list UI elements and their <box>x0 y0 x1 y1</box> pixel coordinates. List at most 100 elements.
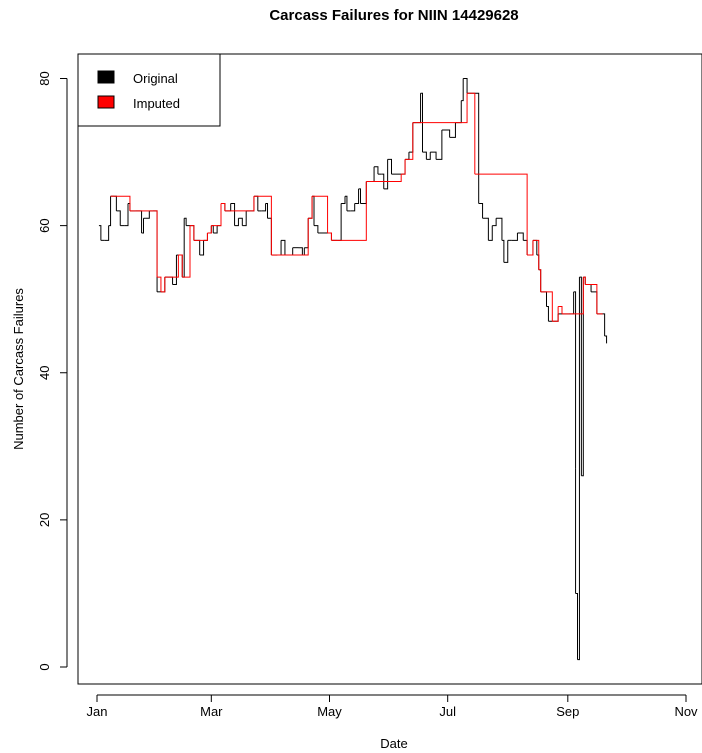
series-original-segment <box>573 291 577 469</box>
series-original-segment <box>540 291 547 307</box>
series-original-segment <box>203 232 208 241</box>
x-tick-label: Jan <box>87 704 108 719</box>
series-original-segment <box>184 217 187 226</box>
series-original-segment <box>308 196 313 219</box>
series-original-segment <box>496 217 503 241</box>
series-original-segment <box>449 122 456 138</box>
series-imputed-segment <box>308 196 313 219</box>
series-original-segment <box>571 291 575 315</box>
series-imputed-segment <box>527 240 534 256</box>
series-original-segment <box>145 210 150 219</box>
y-tick-label: 20 <box>37 513 52 527</box>
legend: Original Imputed <box>77 53 221 127</box>
series-imputed-segment <box>552 306 559 322</box>
series-imputed-segment <box>532 239 540 270</box>
y-axis-label: Number of Carcass Failures <box>11 288 26 450</box>
series-original-segment <box>501 239 505 263</box>
series-original-segment <box>420 92 423 153</box>
series-original-segment <box>160 277 166 293</box>
series-imputed-segment <box>312 195 329 233</box>
series-original-segment <box>224 203 232 212</box>
series-original-segment <box>575 592 578 660</box>
series-original-segment <box>374 166 379 175</box>
series-imputed-segment <box>327 232 332 241</box>
series-original-segment <box>383 159 389 190</box>
series-original-segment <box>261 203 267 212</box>
chart-title: Carcass Failures for NIIN 14429628 <box>269 7 518 24</box>
series-original-segment <box>172 255 177 285</box>
series-imputed-segment <box>160 277 166 293</box>
y-tick-label: 60 <box>37 218 52 232</box>
series-original-segment <box>577 277 580 661</box>
series-original-segment <box>416 93 422 124</box>
series-original-segment <box>116 210 121 226</box>
series-imputed-segment <box>583 276 586 285</box>
series-original-segment <box>217 203 222 227</box>
series-original-segment <box>463 78 468 94</box>
series-original-segment <box>230 203 236 226</box>
series-original-segment <box>265 203 268 219</box>
series-imputed-segment <box>277 218 309 256</box>
series-original-segment <box>579 276 582 476</box>
series-original-segment <box>298 247 303 256</box>
series-original-segment <box>242 210 247 227</box>
series-original <box>98 78 608 661</box>
series-original-segment <box>350 203 356 212</box>
series-original-segment <box>517 232 524 241</box>
series-original-segment <box>532 239 538 256</box>
series-original-segment <box>370 166 375 182</box>
series-original-segment <box>238 217 243 226</box>
plot-frame <box>77 53 702 685</box>
series-imputed-segment <box>331 181 367 241</box>
series-original-segment <box>591 291 598 314</box>
series-original-segment <box>546 306 549 322</box>
legend-swatch-original <box>97 70 115 84</box>
legend-swatch-imputed <box>97 95 115 109</box>
series-original-segment <box>387 158 392 175</box>
x-tick-label: Mar <box>200 704 223 719</box>
series-original-segment <box>234 218 239 227</box>
series-imputed-segment <box>153 210 158 278</box>
series-original-segment <box>467 92 480 204</box>
series-original-segment <box>430 151 437 160</box>
series-layer <box>98 78 608 661</box>
series-original-segment <box>523 239 528 256</box>
series-imputed-segment <box>253 195 272 256</box>
series-original-segment <box>401 159 406 175</box>
series-imputed-segment <box>250 196 255 212</box>
series-original-segment <box>153 210 158 292</box>
series-original-segment <box>327 232 332 241</box>
series-original-segment <box>552 313 559 322</box>
series-imputed-segment <box>221 203 226 211</box>
series-original-segment <box>455 100 462 124</box>
series-original-segment <box>213 225 218 234</box>
series-imputed-segment <box>569 277 584 315</box>
series-imputed-segment <box>168 255 179 278</box>
series-original-segment <box>422 151 427 160</box>
series-original-segment <box>190 225 195 241</box>
series-imputed-segment <box>474 173 528 256</box>
series-original-segment <box>436 129 443 160</box>
series-imputed-segment <box>193 232 208 241</box>
series-original-segment <box>482 217 489 241</box>
series-original-segment <box>141 218 144 234</box>
series-imputed-segment <box>416 93 468 124</box>
x-tick-label: Sep <box>556 704 579 719</box>
series-original-segment <box>114 195 117 211</box>
series-original-segment <box>596 313 606 336</box>
series-imputed-segment <box>401 159 406 175</box>
series-original-segment <box>478 203 484 219</box>
series-original-segment <box>604 335 608 344</box>
series-original-segment <box>408 122 414 153</box>
series-imputed-segment <box>207 225 212 234</box>
series-original-segment <box>178 254 183 278</box>
series-original-segment <box>358 188 361 204</box>
x-axis-label: Date <box>380 736 407 751</box>
series-original-segment <box>221 203 226 211</box>
y-tick-label: 80 <box>37 71 52 85</box>
series-original-segment <box>488 225 493 241</box>
series-original-segment <box>124 203 129 227</box>
series-original-segment <box>405 152 410 160</box>
x-axis: Jan Mar May Jul Sep Nov <box>87 694 698 719</box>
